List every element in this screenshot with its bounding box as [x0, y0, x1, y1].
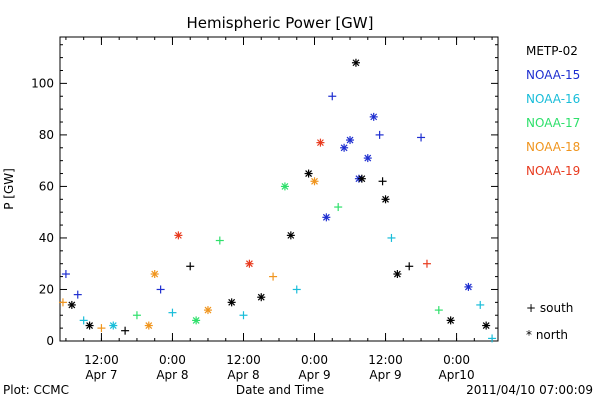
- y-tick-label: 40: [39, 231, 54, 245]
- data-point: [192, 316, 201, 325]
- data-point: [215, 236, 224, 245]
- data-point: [73, 290, 82, 299]
- data-point: [186, 262, 195, 271]
- data-point: [464, 282, 473, 291]
- x-tick-label-time: 12:00: [84, 353, 119, 367]
- data-point: [109, 321, 118, 330]
- data-point: [351, 58, 360, 67]
- data-point: [488, 334, 497, 343]
- data-points: [58, 58, 497, 343]
- data-point: [446, 316, 455, 325]
- data-point: [67, 300, 76, 309]
- marker-legend-entry: + south: [526, 301, 573, 315]
- x-tick-label-date: Apr 9: [298, 368, 330, 382]
- marker-legend-entry: * north: [526, 328, 568, 342]
- data-point: [346, 136, 355, 145]
- data-point: [334, 203, 343, 212]
- data-point: [97, 324, 106, 333]
- data-point: [132, 311, 141, 320]
- data-point: [269, 272, 278, 281]
- x-tick-label-time: 0:00: [159, 353, 186, 367]
- legend-entry: METP-02: [526, 44, 578, 58]
- x-axis-label: Date and Time: [236, 383, 324, 397]
- y-tick-label: 20: [39, 282, 54, 296]
- x-tick-label-date: Apr10: [439, 368, 475, 382]
- legend-entry: NOAA-18: [526, 140, 580, 154]
- data-point: [422, 259, 431, 268]
- data-point: [245, 259, 254, 268]
- legend-entry: NOAA-15: [526, 68, 580, 82]
- footer-plot-credit: Plot: CCMC: [3, 383, 69, 397]
- legend-entry: NOAA-19: [526, 164, 580, 178]
- data-point: [144, 321, 153, 330]
- y-tick-label: 0: [46, 334, 54, 348]
- data-point: [405, 262, 414, 271]
- data-point: [310, 177, 319, 186]
- x-tick-label-date: Apr 9: [369, 368, 401, 382]
- data-point: [434, 306, 443, 315]
- data-point: [292, 285, 301, 294]
- data-point: [61, 270, 70, 279]
- chart-title: Hemispheric Power [GW]: [187, 14, 374, 32]
- y-axis: 0 20 40 60 80 100: [31, 44, 498, 348]
- data-point: [316, 138, 325, 147]
- data-point: [417, 133, 426, 142]
- data-point: [357, 174, 366, 183]
- x-tick-label-time: 0:00: [301, 353, 328, 367]
- data-point: [257, 293, 266, 302]
- data-point: [150, 270, 159, 279]
- data-point: [340, 143, 349, 152]
- y-tick-label: 80: [39, 128, 54, 142]
- x-tick-label-time: 0:00: [443, 353, 470, 367]
- data-point: [476, 300, 485, 309]
- data-point: [381, 195, 390, 204]
- y-tick-label: 60: [39, 179, 54, 193]
- plot-frame: [59, 36, 499, 342]
- data-point: [378, 177, 387, 186]
- data-point: [58, 298, 67, 307]
- data-point: [387, 233, 396, 242]
- data-point: [280, 182, 289, 191]
- data-point: [322, 213, 331, 222]
- y-axis-label: P [GW]: [2, 168, 16, 210]
- data-point: [286, 231, 295, 240]
- legend: METP-02 NOAA-15 NOAA-16 NOAA-17 NOAA-18 NOAA-…: [526, 44, 580, 178]
- legend-entry: NOAA-16: [526, 92, 580, 106]
- data-point: [304, 169, 313, 178]
- data-point: [174, 231, 183, 240]
- x-tick-label-date: Apr 8: [227, 368, 259, 382]
- data-point: [156, 285, 165, 294]
- x-tick-label-time: 12:00: [368, 353, 403, 367]
- data-point: [375, 130, 384, 139]
- data-point: [363, 154, 372, 163]
- x-tick-label-date: Apr 8: [156, 368, 188, 382]
- footer-timestamp: 2011/04/10 07:00:09: [466, 383, 593, 397]
- x-tick-label-date: Apr 7: [85, 368, 117, 382]
- data-point: [369, 112, 378, 121]
- data-point: [203, 306, 212, 315]
- marker-legend: + south * north: [526, 301, 573, 342]
- legend-entry: NOAA-17: [526, 116, 580, 130]
- data-point: [168, 308, 177, 317]
- data-point: [393, 270, 402, 279]
- data-point: [79, 316, 88, 325]
- data-point: [328, 92, 337, 101]
- x-tick-label-time: 12:00: [226, 353, 261, 367]
- data-point: [85, 321, 94, 330]
- data-point: [239, 311, 248, 320]
- data-point: [227, 298, 236, 307]
- y-tick-label: 100: [31, 76, 54, 90]
- data-point: [482, 321, 491, 330]
- data-point: [121, 326, 130, 335]
